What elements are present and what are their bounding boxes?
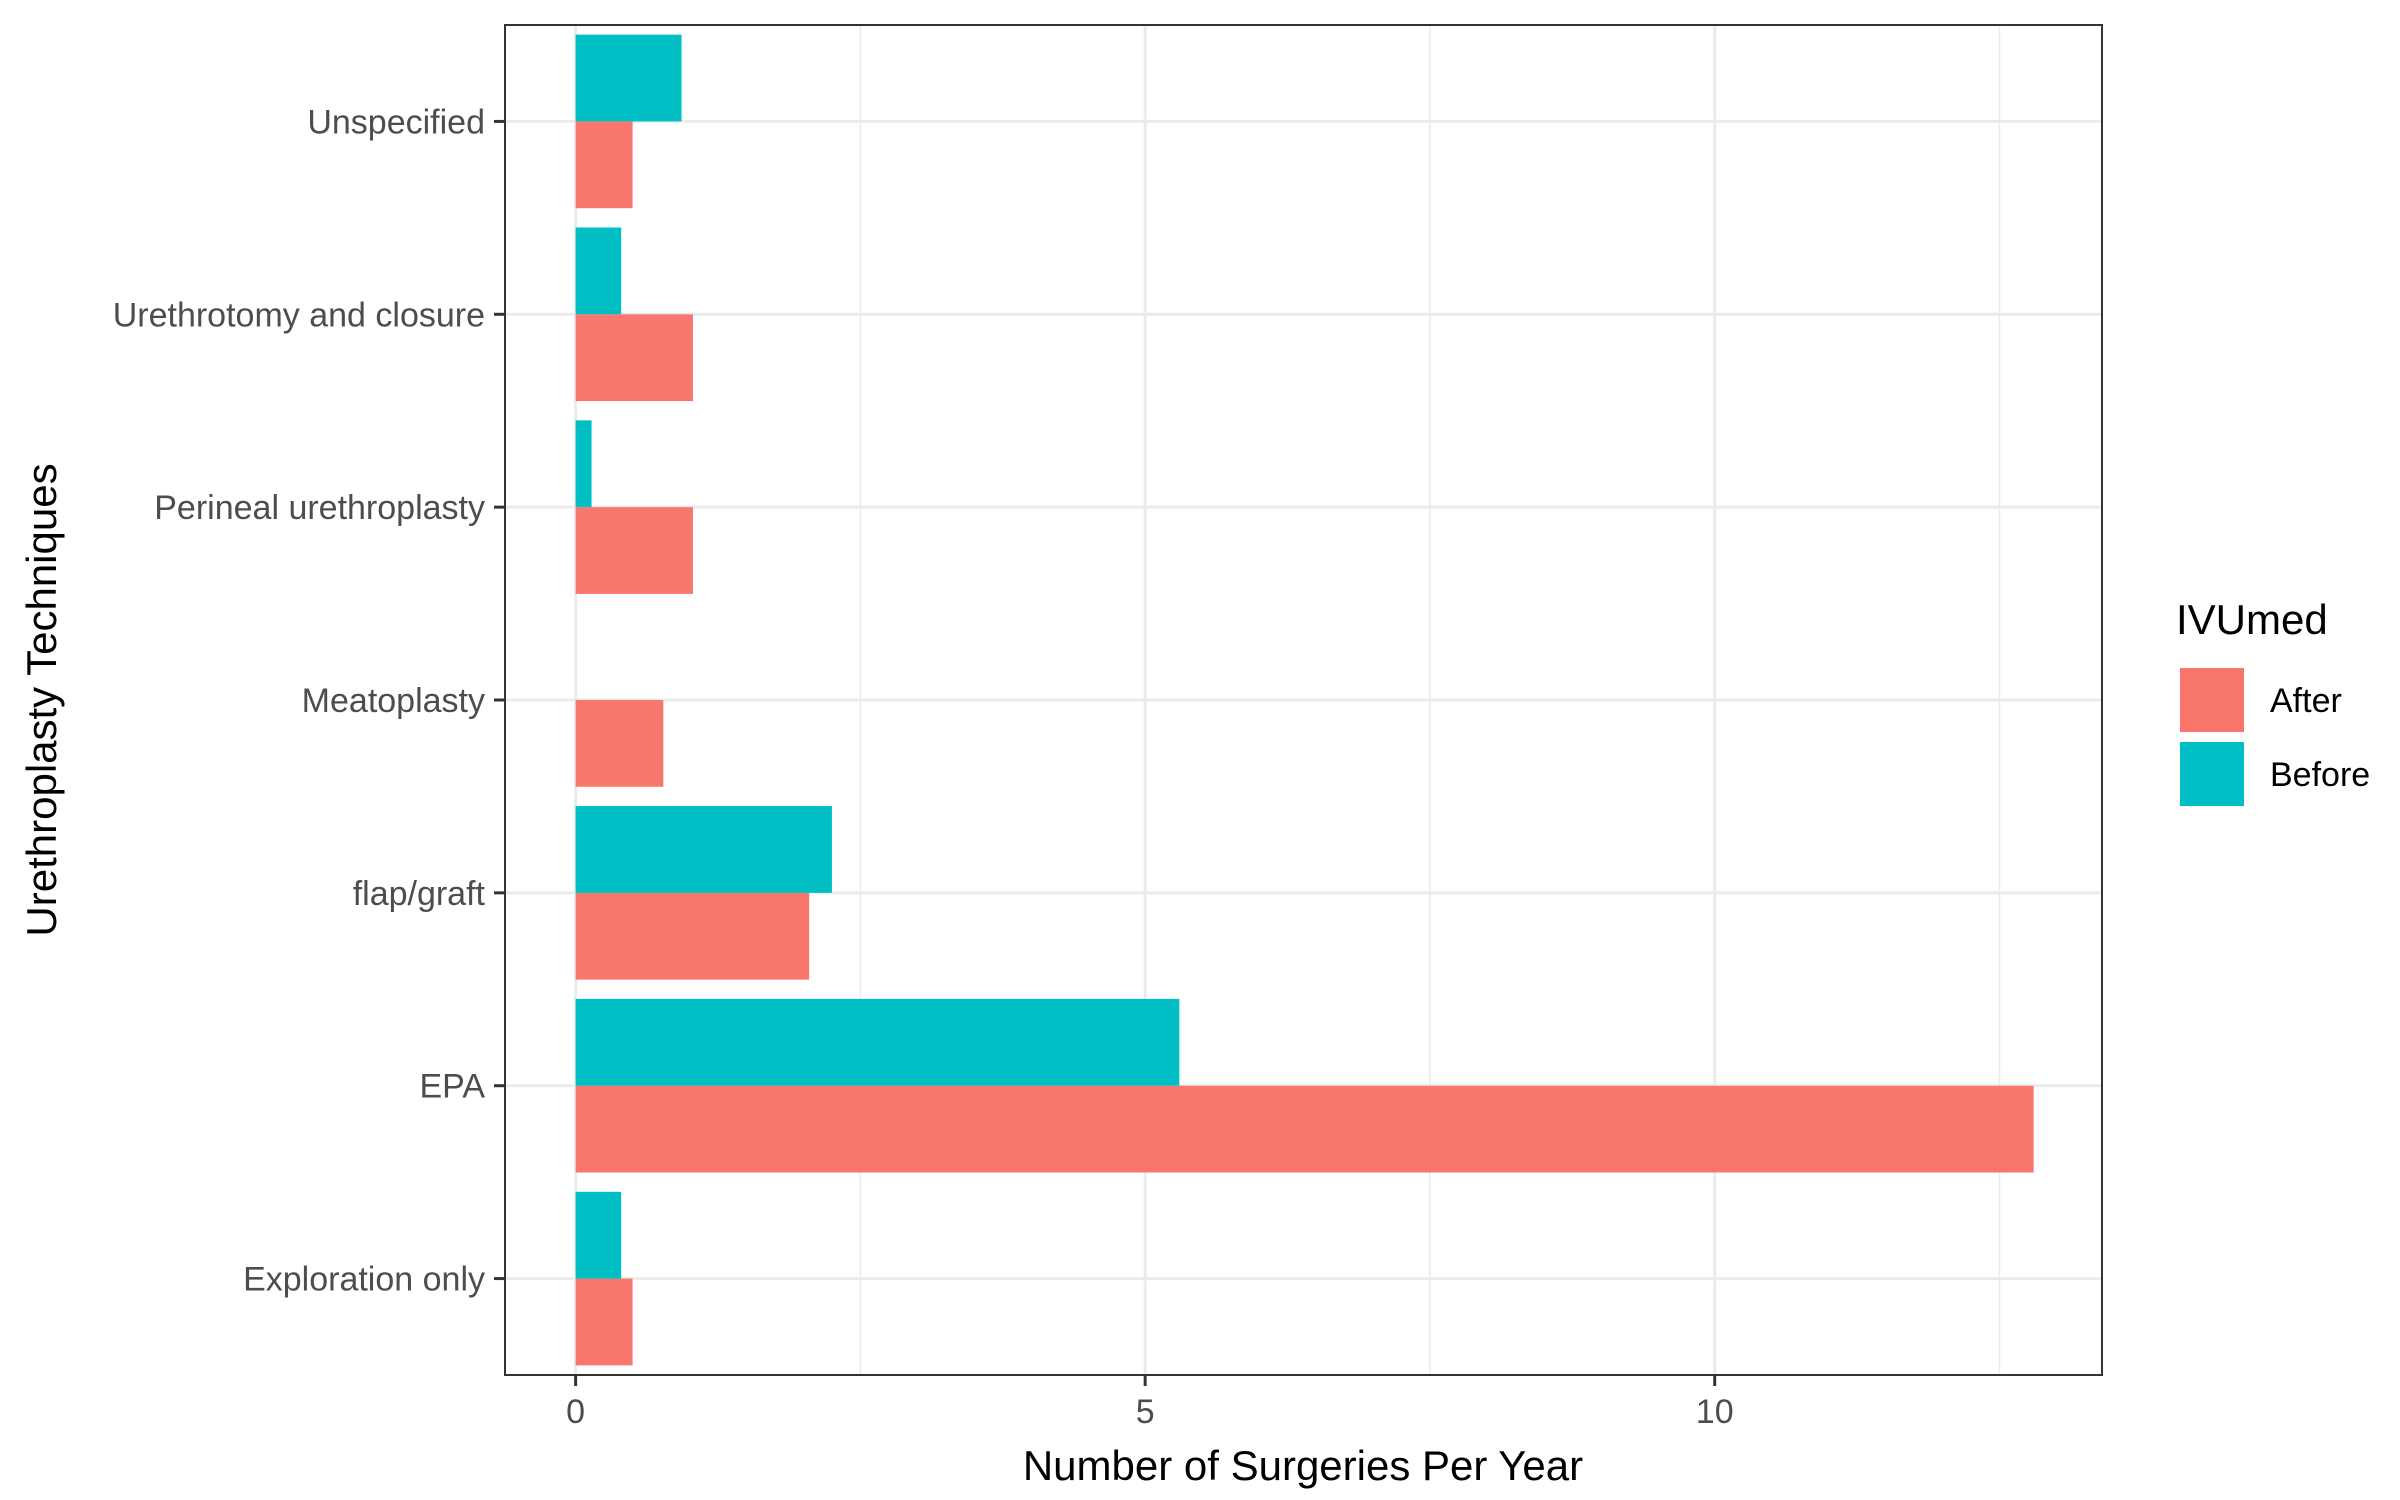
y-tick-label: Urethrotomy and closure	[113, 296, 485, 334]
x-tick-label: 0	[566, 1393, 585, 1431]
y-tick-label: Unspecified	[307, 103, 485, 141]
bar-before	[575, 1191, 622, 1279]
bar-before	[575, 34, 682, 122]
bar-before	[575, 420, 592, 508]
bar-before	[575, 998, 1180, 1086]
bar-after	[575, 700, 664, 787]
y-axis-title: Urethroplasty Techniques	[18, 463, 65, 936]
x-tick-label: 10	[1696, 1393, 1734, 1431]
bar-after	[575, 1278, 633, 1366]
bar-after	[575, 892, 810, 980]
y-tick-label: Meatoplasty	[302, 682, 485, 720]
bar-before	[575, 227, 622, 315]
bar-after	[575, 121, 633, 209]
x-tick-label: 5	[1136, 1393, 1155, 1431]
legend-swatch-before	[2180, 742, 2244, 806]
legend: IVUmed After Before	[2176, 596, 2370, 808]
y-tick-label: flap/graft	[353, 875, 486, 913]
x-axis: 0 5 10	[566, 1375, 1734, 1431]
y-tick-label: Exploration only	[243, 1261, 485, 1299]
y-tick-label: Perineal urethroplasty	[154, 489, 485, 527]
legend-label-after: After	[2270, 682, 2342, 720]
bar-before	[575, 806, 832, 893]
bar-after	[575, 314, 693, 402]
y-tick-label: EPA	[419, 1068, 485, 1106]
legend-label-before: Before	[2270, 756, 2370, 794]
legend-title: IVUmed	[2176, 596, 2328, 643]
bar-after	[575, 1085, 2034, 1173]
x-axis-title: Number of Surgeries Per Year	[1023, 1442, 1583, 1489]
bar-after	[575, 507, 693, 594]
y-axis: Exploration only EPA flap/graft Meatoplasty…	[113, 103, 505, 1299]
legend-swatch-after	[2180, 668, 2244, 732]
bars	[575, 34, 2034, 1366]
